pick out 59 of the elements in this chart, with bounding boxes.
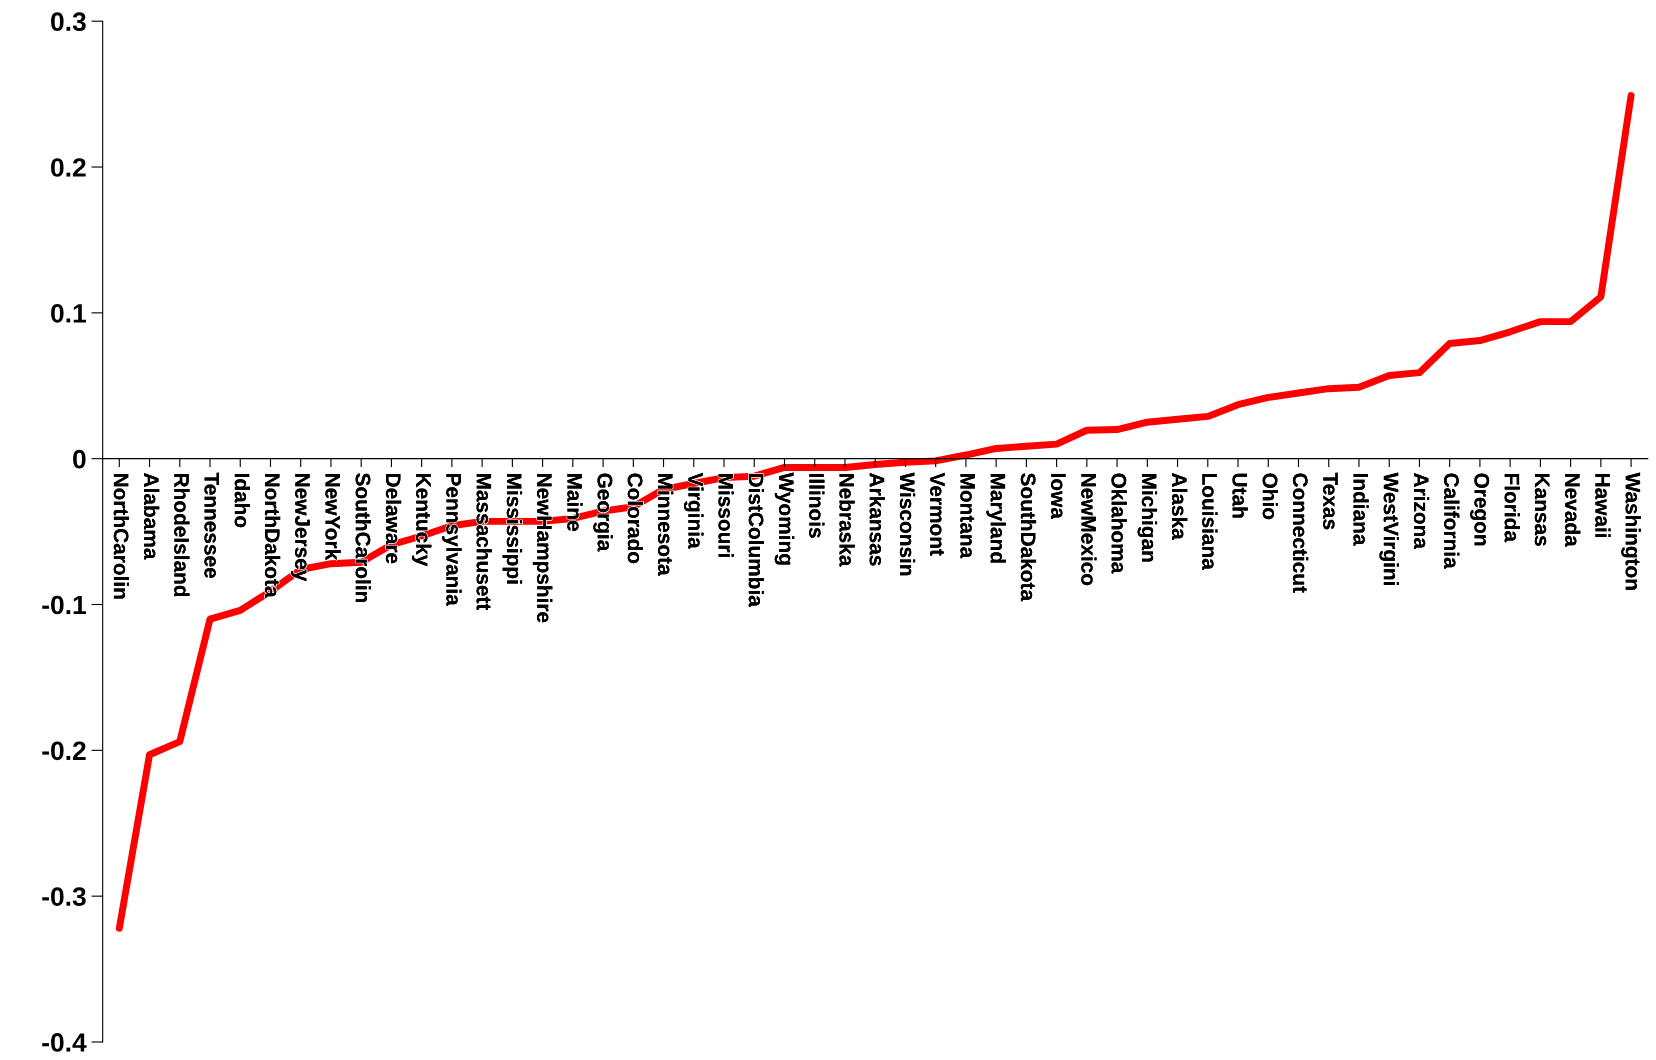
x-tick-label: Massachusett: [476, 473, 492, 611]
x-tick-label: Nebraska: [839, 473, 855, 567]
x-tick-label: Michigan: [1137, 473, 1158, 562]
x-tick-label: Missouri: [718, 473, 734, 557]
x-tick-label: SouthCarolin: [355, 473, 371, 603]
x-tick-label: Indiana: [1353, 473, 1369, 546]
y-tick-label: -0.1: [42, 595, 86, 615]
x-tick-label: Utah: [1232, 473, 1248, 518]
x-tick-label: Kansas: [1534, 473, 1550, 546]
x-tick-label: Minnesota: [657, 473, 674, 576]
y-tick-label: 0: [73, 449, 86, 469]
x-tick-label: Illinois: [809, 473, 825, 538]
x-tick-label: Connecticut: [1292, 473, 1309, 593]
x-tick-label: Texas: [1323, 472, 1338, 530]
x-tick-label: Alaska: [1171, 473, 1188, 540]
y-tick-label: -0.4: [42, 1033, 87, 1052]
x-tick-label: Hawaii: [1595, 473, 1611, 538]
x-tick-label: SouthDakota: [1020, 473, 1037, 602]
x-tick-label: Delaware: [385, 473, 402, 564]
x-tick-label: Montana: [960, 473, 975, 559]
x-tick-label: Georgia: [593, 473, 613, 552]
x-tick-label: NorthDakota: [264, 473, 281, 598]
x-tick-label: Vermont: [930, 472, 945, 556]
x-tick-label: Mississippi: [502, 473, 523, 584]
y-tick-label: 0.1: [51, 303, 86, 323]
x-tick-label: Arkansas: [869, 473, 885, 566]
x-tick-label: Tennessee: [204, 472, 219, 579]
x-tick-label: Pennsylvania: [442, 473, 462, 606]
x-tick-label: RhodeIsland: [174, 473, 190, 597]
x-tick-label: California: [1444, 473, 1460, 569]
x-tick-label: Maryland: [986, 473, 1006, 563]
x-tick-label: Wyoming: [774, 472, 795, 565]
x-tick-label: NewHampshire: [532, 473, 553, 623]
x-tick-label: Virginia: [684, 472, 704, 549]
x-tick-label: Alabama: [143, 473, 160, 560]
x-tick-label: Kentucky: [411, 473, 432, 567]
x-tick-label: Maine: [567, 473, 583, 531]
x-tick-label: Wisconsin: [899, 472, 916, 576]
y-tick-label: 0.2: [51, 158, 86, 177]
x-tick-label: NewJersey: [291, 473, 310, 582]
y-tick-label: -0.2: [42, 741, 86, 761]
x-tick-label: NewYork: [325, 473, 341, 561]
y-tick-label: -0.3: [42, 887, 86, 907]
x-tick-label: Colorado: [627, 473, 644, 564]
x-tick-label: Louisiana: [1202, 473, 1218, 570]
x-tick-label: Ohio: [1262, 473, 1278, 520]
x-tick-label: Iowa: [1051, 473, 1066, 519]
x-tick-label: NorthCarolin: [113, 473, 130, 599]
x-tick-label: DistColumbia: [748, 473, 764, 607]
x-tick-label: Florida: [1504, 473, 1520, 543]
x-tick-label: Idaho: [234, 473, 250, 528]
x-tick-label: Oregon: [1470, 473, 1490, 546]
x-tick-label: NewMexico: [1081, 473, 1097, 586]
x-tick-label: WestVirgini: [1379, 472, 1399, 585]
x-tick-label: Nevada: [1565, 473, 1581, 547]
x-tick-label: Oklahoma: [1111, 473, 1127, 574]
y-tick-label: 0.3: [51, 12, 86, 32]
x-tick-label: Washington: [1621, 472, 1641, 590]
x-tick-label: Arizona: [1413, 473, 1430, 550]
